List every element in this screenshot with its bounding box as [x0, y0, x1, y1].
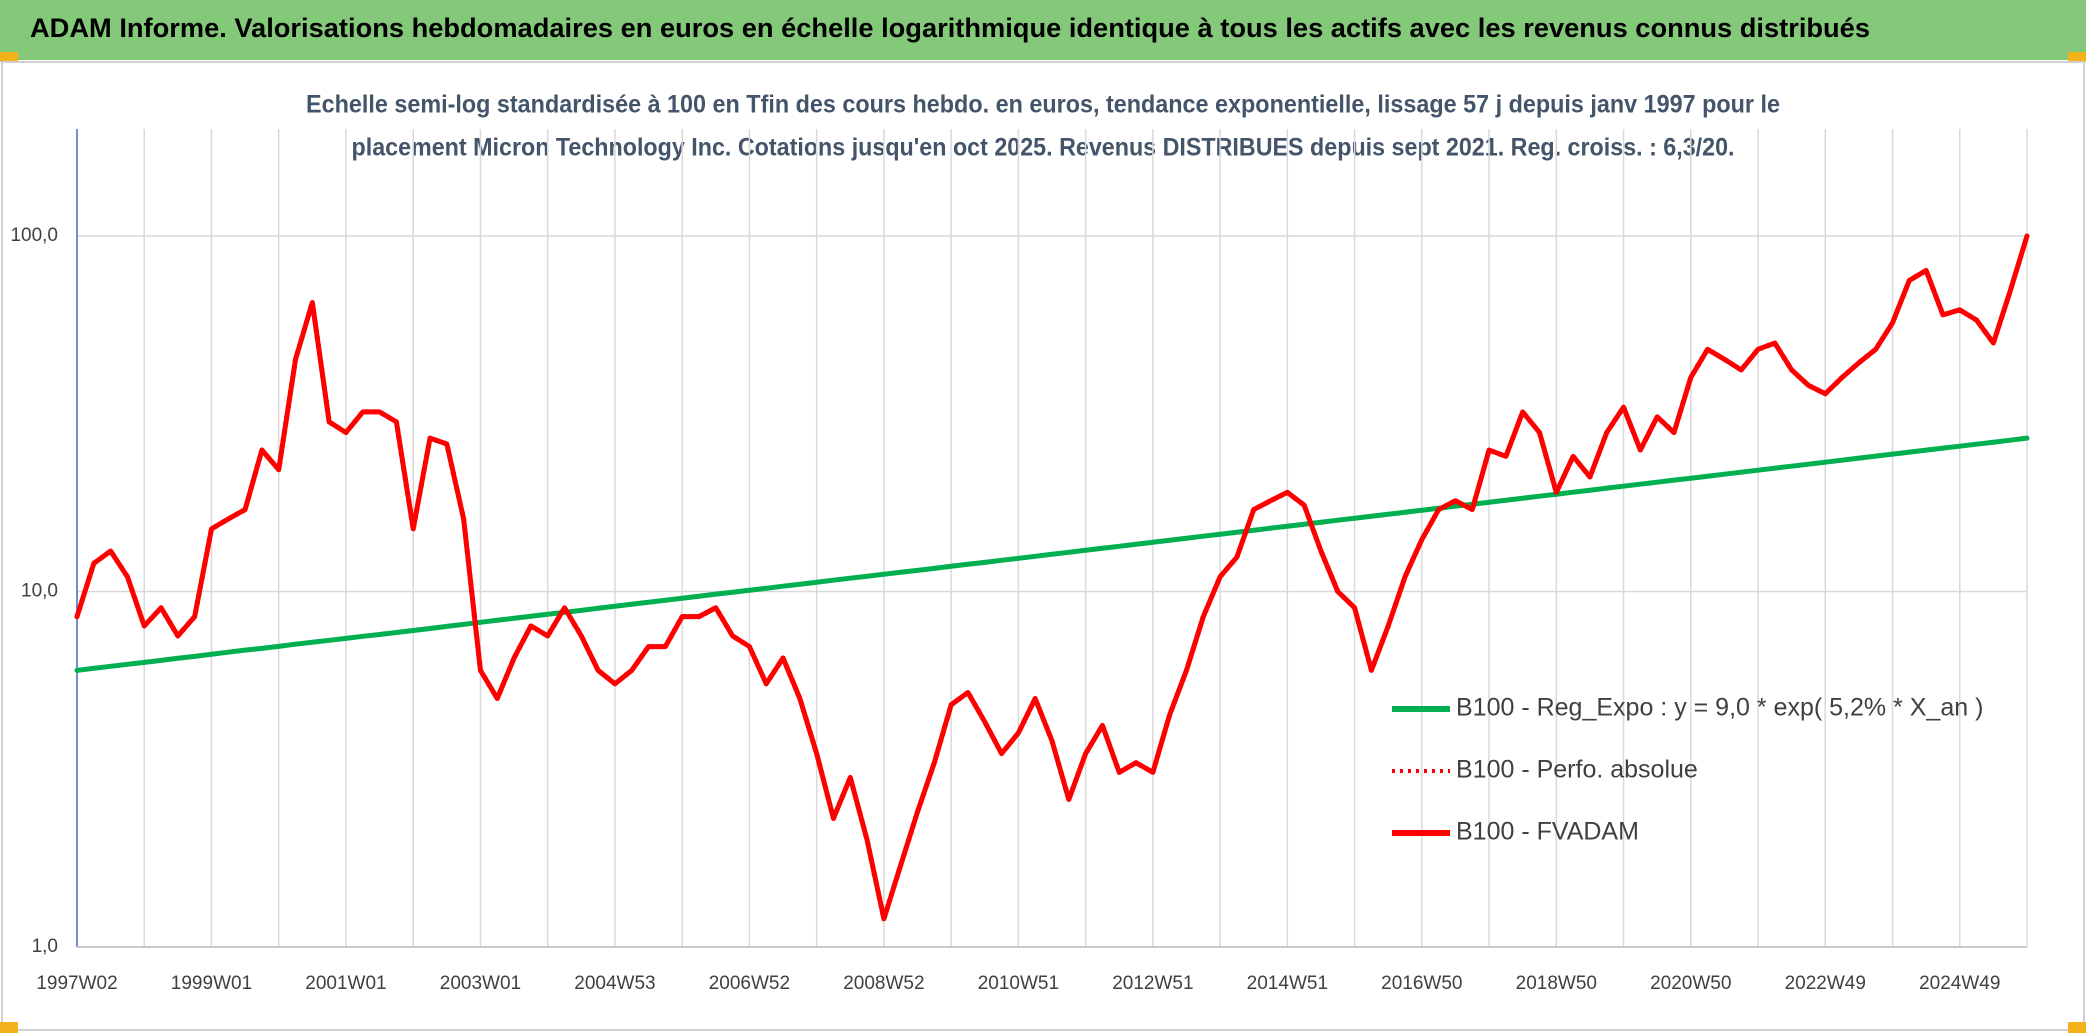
- corner-mark: [0, 52, 18, 62]
- corner-mark: [2068, 1022, 2086, 1033]
- series-line: [74, 435, 2030, 673]
- chart-subtitle: Echelle semi-log standardisée à 100 en T…: [306, 91, 1780, 119]
- legend-label: B100 - Perfo. absolue: [1456, 756, 1698, 784]
- x-tick-label: 2006W52: [709, 973, 790, 994]
- series-line: [74, 233, 2030, 922]
- x-tick-label: 1999W01: [171, 973, 252, 994]
- x-tick-label: 2024W49: [1919, 973, 2000, 994]
- x-tick-label: 2012W51: [1112, 973, 1193, 994]
- legend-label: B100 - FVADAM: [1456, 818, 1639, 846]
- y-tick-label: 1,0: [32, 936, 58, 957]
- x-tick-label: 2022W49: [1785, 973, 1866, 994]
- legend-label: B100 - Reg_Expo : y = 9,0 * exp( 5,2% * …: [1456, 694, 1983, 722]
- chart-subtitle: placement Micron Technology Inc. Cotatio…: [352, 134, 1735, 162]
- y-tick-label: 100,0: [10, 225, 58, 246]
- x-tick-label: 2010W51: [978, 973, 1059, 994]
- x-tick-label: 2008W52: [843, 973, 924, 994]
- y-tick-label: 10,0: [21, 581, 58, 602]
- x-tick-label: 1997W02: [36, 973, 117, 994]
- x-tick-label: 2004W53: [574, 973, 655, 994]
- x-tick-label: 2001W01: [305, 973, 386, 994]
- chart-title: ADAM Informe. Valorisations hebdomadaire…: [30, 13, 1870, 43]
- x-tick-label: 2018W50: [1516, 973, 1597, 994]
- x-tick-label: 2020W50: [1650, 973, 1731, 994]
- corner-mark: [2068, 52, 2086, 62]
- corner-mark: [0, 1022, 18, 1033]
- header-bar: [0, 0, 2086, 60]
- x-tick-label: 2016W50: [1381, 973, 1462, 994]
- plot-frame: [1, 61, 2085, 1031]
- x-tick-label: 2014W51: [1247, 973, 1328, 994]
- x-tick-label: 2003W01: [440, 973, 521, 994]
